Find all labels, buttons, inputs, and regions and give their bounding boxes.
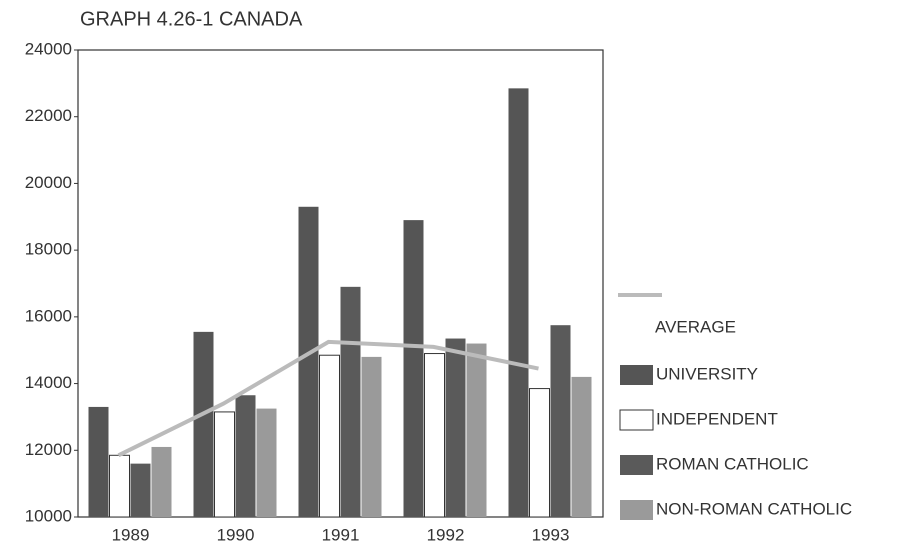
legend-label: AVERAGE bbox=[655, 317, 736, 336]
y-tick-label: 12000 bbox=[25, 440, 72, 459]
legend-swatch bbox=[620, 365, 653, 385]
y-tick-label: 22000 bbox=[25, 106, 72, 125]
bar bbox=[361, 356, 382, 517]
chart-title: GRAPH 4.26-1 CANADA bbox=[80, 8, 303, 30]
bar bbox=[319, 354, 340, 518]
x-tick-label: 1989 bbox=[112, 525, 150, 544]
legend-swatch bbox=[620, 455, 653, 475]
y-tick-label: 20000 bbox=[25, 173, 72, 192]
legend-label: UNIVERSITY bbox=[656, 364, 758, 383]
y-tick-label: 10000 bbox=[25, 506, 72, 525]
bar bbox=[466, 343, 487, 517]
bar bbox=[298, 206, 319, 517]
legend-swatch bbox=[619, 409, 654, 431]
bar bbox=[340, 286, 361, 517]
bar bbox=[529, 388, 550, 518]
bar bbox=[256, 408, 277, 517]
average-line bbox=[117, 339, 539, 458]
legend-label: INDEPENDENT bbox=[656, 409, 778, 428]
bar bbox=[151, 446, 172, 517]
bar bbox=[214, 411, 235, 518]
bar bbox=[424, 353, 445, 518]
y-tick-label: 18000 bbox=[25, 240, 72, 259]
bar bbox=[403, 220, 424, 517]
legend-label: NON-ROMAN CATHOLIC bbox=[656, 499, 852, 518]
legend-label: ROMAN CATHOLIC bbox=[656, 454, 809, 473]
bar bbox=[130, 463, 151, 517]
bar bbox=[235, 395, 256, 517]
legend-swatch bbox=[620, 500, 653, 520]
bar bbox=[109, 454, 130, 518]
y-tick-label: 24000 bbox=[25, 39, 72, 58]
bar bbox=[193, 331, 214, 517]
bar bbox=[571, 376, 592, 517]
y-tick-label: 16000 bbox=[25, 306, 72, 325]
x-tick-label: 1990 bbox=[217, 525, 255, 544]
bar bbox=[445, 338, 466, 517]
bar bbox=[88, 406, 109, 517]
y-tick-label: 14000 bbox=[25, 373, 72, 392]
x-tick-label: 1992 bbox=[427, 525, 465, 544]
bar bbox=[508, 88, 529, 517]
bar bbox=[550, 325, 571, 517]
x-tick-label: 1993 bbox=[532, 525, 570, 544]
x-tick-label: 1991 bbox=[322, 525, 360, 544]
